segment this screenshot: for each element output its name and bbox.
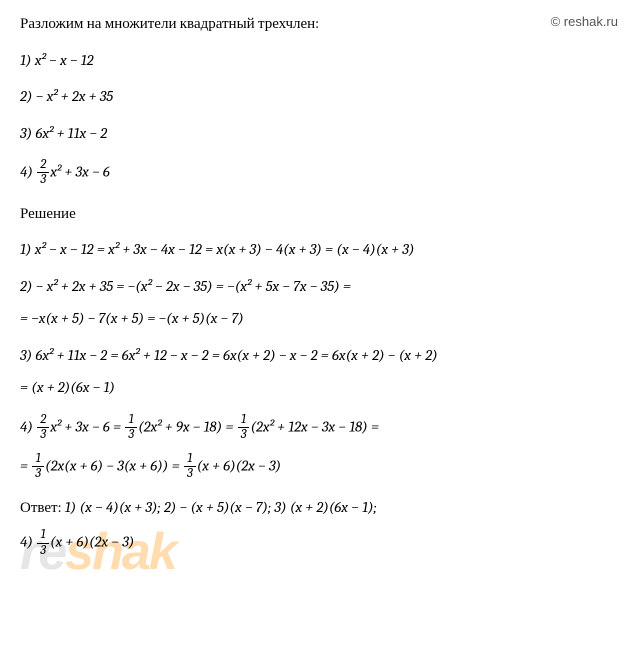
problem-4-expr: x² + 3x − 6 xyxy=(50,162,110,180)
header-text: Разложим на множители квадратный трехчле… xyxy=(20,12,618,35)
problem-1-label: 1) xyxy=(20,51,35,69)
problem-3: 3) 6x² + 11x − 2 xyxy=(20,122,618,145)
solution-2a: 2) − x² + 2x + 35 = −(x² − 2x − 35) = −(… xyxy=(20,275,618,298)
solution-1: 1) x² − x − 12 = x² + 3x − 4x − 12 = x(x… xyxy=(20,238,618,261)
frac-num: 1 xyxy=(238,413,250,428)
answer-line-1: Ответ: 1) (x − 4)(x + 3); 2) − (x + 5)(x… xyxy=(20,496,618,519)
problem-2-label: 2) xyxy=(20,87,36,105)
answer-label: Ответ: xyxy=(20,498,65,516)
fraction-1-3-d: 13 xyxy=(184,452,196,482)
problem-3-label: 3) xyxy=(20,124,35,142)
frac-num: 2 xyxy=(37,413,49,428)
frac-num: 1 xyxy=(32,452,44,467)
frac-den: 3 xyxy=(37,173,49,187)
s4a-part1: 4) xyxy=(20,417,36,435)
problem-1: 1) x² − x − 12 xyxy=(20,49,618,72)
problem-2-expr: − x² + 2x + 35 xyxy=(36,87,113,105)
fraction-1-3-b: 13 xyxy=(238,413,250,443)
frac-den: 3 xyxy=(37,544,49,558)
solution-3a: 3) 6x² + 11x − 2 = 6x² + 12 − x − 2 = 6x… xyxy=(20,344,618,367)
solution-3b: = (x + 2)(6x − 1) xyxy=(20,376,618,399)
frac-num: 1 xyxy=(125,413,137,428)
frac-num: 2 xyxy=(37,158,49,173)
problem-4: 4) 23x² + 3x − 6 xyxy=(20,158,618,188)
problem-4-label: 4) xyxy=(20,162,36,180)
problem-3-expr: 6x² + 11x − 2 xyxy=(35,124,107,142)
fraction-2-3-b: 23 xyxy=(37,413,49,443)
frac-den: 3 xyxy=(238,428,250,442)
fraction-2-3: 23 xyxy=(37,158,49,188)
frac-den: 3 xyxy=(125,428,137,442)
s4a-part3: (2x² + 9x − 18) = xyxy=(138,417,237,435)
frac-den: 3 xyxy=(37,428,49,442)
s4a-part4: (2x² + 12x − 3x − 18) = xyxy=(250,417,379,435)
answer-a1: 1) (x − 4)(x + 3); 2) − (x + 5)(x − 7); … xyxy=(65,498,377,516)
problem-2: 2) − x² + 2x + 35 xyxy=(20,85,618,108)
fraction-1-3-e: 13 xyxy=(37,528,49,558)
frac-num: 1 xyxy=(37,528,49,543)
solution-4a: 4) 23x² + 3x − 6 = 13(2x² + 9x − 18) = 1… xyxy=(20,413,618,443)
frac-den: 3 xyxy=(184,467,196,481)
s4b-part1: = xyxy=(20,456,31,474)
frac-num: 1 xyxy=(184,452,196,467)
fraction-1-3-a: 13 xyxy=(125,413,137,443)
solution-4b: = 13(2x(x + 6) − 3(x + 6)) = 13(x + 6)(2… xyxy=(20,452,618,482)
solution-header: Решение xyxy=(20,202,618,225)
s4a-part2: x² + 3x − 6 = xyxy=(50,417,124,435)
main-content: Разложим на множители квадратный трехчле… xyxy=(20,12,618,558)
problem-1-expr: x² − x − 12 xyxy=(35,51,94,69)
answer-a4-2: (x + 6)(2x − 3) xyxy=(50,533,134,551)
solution-2b: = −x(x + 5) − 7(x + 5) = −(x + 5)(x − 7) xyxy=(20,307,618,330)
s4b-part3: (x + 6)(2x − 3) xyxy=(197,456,281,474)
fraction-1-3-c: 13 xyxy=(32,452,44,482)
s4b-part2: (2x(x + 6) − 3(x + 6)) = xyxy=(45,456,183,474)
frac-den: 3 xyxy=(32,467,44,481)
answer-a4-1: 4) xyxy=(20,533,36,551)
answer-line-2: 4) 13(x + 6)(2x − 3) xyxy=(20,528,618,558)
